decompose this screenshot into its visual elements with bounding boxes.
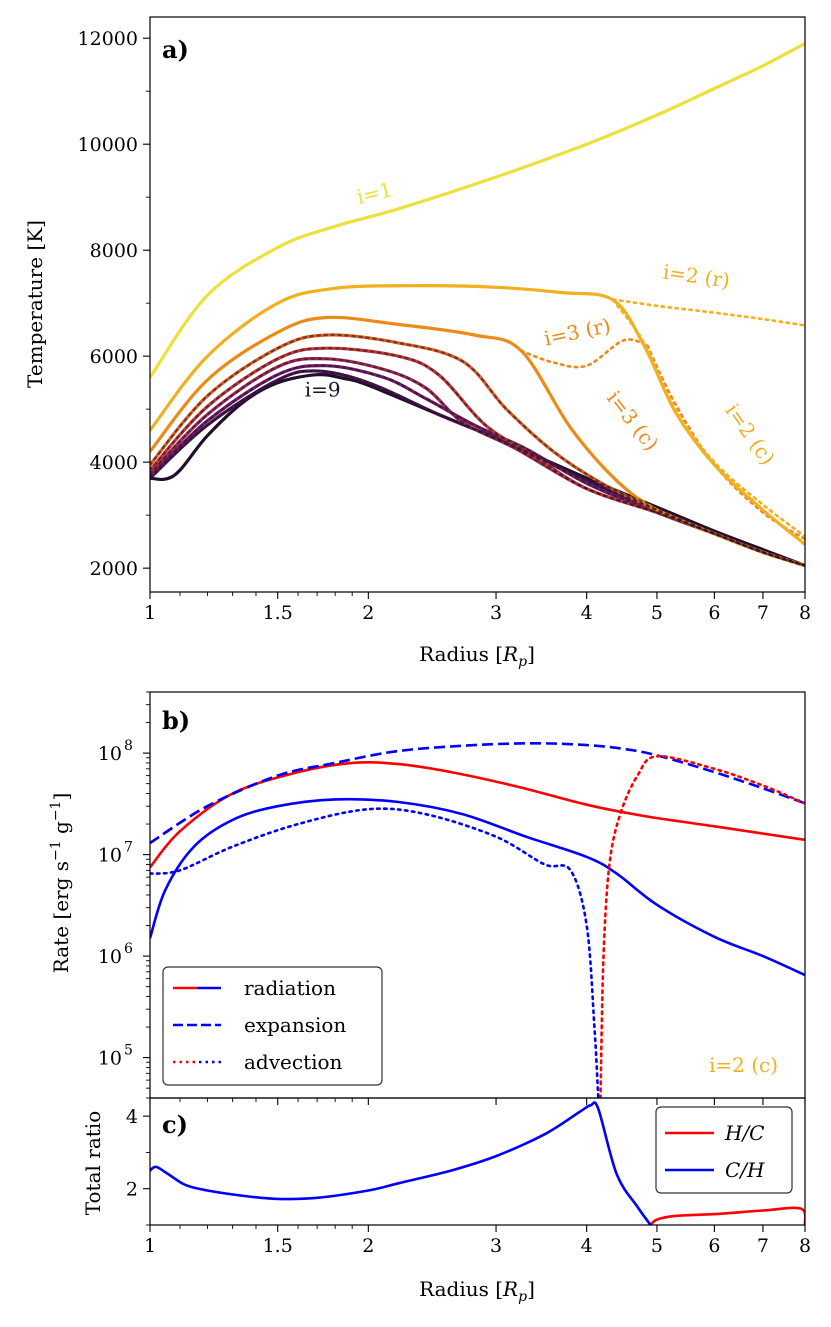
legend-entry-radiation: radiation [173,976,336,1000]
panel-c-series [150,1101,805,1225]
legend-label-expansion: expansion [244,1013,346,1037]
panel-a-dotted-overlay [150,373,805,567]
legend-label-h-over-c: H/C [724,1121,764,1145]
panel-b-series [150,742,805,1098]
y-tick-exponent: 5 [124,1043,133,1059]
panel-a-annotation: i=3 (c) [602,386,663,455]
x-tick-label: 6 [708,602,720,624]
panel-a-annotation: i=1 [354,177,395,209]
x-tick-label: 2 [362,1235,374,1257]
x-tick-label: 7 [757,602,769,624]
x-tick-label: 8 [799,1235,811,1257]
y-tick-label: 4 [126,1106,138,1128]
legend-box-c [655,1106,793,1194]
panel-a-annotation: i=2 (r) [661,260,731,293]
panel-b-label: b) [162,706,190,735]
panel-b-series-radiation-blue [150,797,805,977]
panel-c-xlabel: Radius [Rp] [419,1277,535,1305]
panel-c-legend: H/C C/H [655,1106,793,1194]
x-tick-label: 4 [581,602,593,624]
panel-b-series-advection-blue [150,807,600,1098]
x-tick-label: 4 [581,1235,593,1257]
panel-a-annotation: i=9 [305,377,341,401]
panel-a-annotation: i=2 (c) [721,399,780,469]
y-tick-label: 10000 [78,134,138,156]
panel-a-dotted-overlay [150,333,805,567]
y-tick-label: 10 [98,946,122,968]
panel-c-series-c-h [150,1101,652,1225]
y-tick-label: 10 [98,845,122,867]
y-tick-label: 8000 [90,240,138,262]
y-tick-label: 12000 [78,28,138,50]
panel-b-annotation: i=2 (c) [709,1053,778,1077]
panel-b-legend: radiation expansion advection [162,966,383,1086]
x-tick-label: 5 [651,1235,663,1257]
panel-b-series-expansion-blue [150,742,805,845]
x-tick-label: 3 [490,602,502,624]
x-tick-label: 1 [144,1235,156,1257]
x-tick-label: 3 [490,1235,502,1257]
x-tick-label: 8 [799,602,811,624]
panel-a-xlabel: Radius [Rp] [419,642,535,670]
panel-a-frame [149,16,806,593]
x-tick-label: 2 [362,602,374,624]
y-tick-label: 6000 [90,346,138,368]
y-tick-exponent: 8 [124,738,133,754]
y-tick-label: 2 [126,1179,138,1201]
x-tick-label: 5 [651,602,663,624]
panel-c-ticks: 1 1.5 2 3 4 5 6 7 8 2 4 [126,1106,811,1257]
panel-a-annotation: i=3 (r) [542,313,613,350]
panel-a: 1 1.5 2 3 4 5 6 7 8 2000 4000 6000 8000 10000 12000 i=… [23,16,812,670]
legend-label-advection: advection [244,1050,343,1074]
panel-b-series-advection-red [599,754,805,1098]
panel-b-series-radiation-red [150,760,805,869]
panel-a-annotations: i=1 i=2 (r) i=3 (r) i=3 (c) i=2 (c) i=9 [305,177,780,469]
panel-c-series-h-c [649,1206,805,1225]
x-tick-label: 1 [144,602,156,624]
panel-a-series-i-1 [150,42,805,379]
legend-box [162,966,383,1086]
panel-a-series-i-3-c-dotted [646,344,805,541]
panel-a-series-i-2-r [611,298,805,327]
legend-entry-expansion: expansion [173,1013,346,1037]
panel-a-series-i-9 [150,372,805,567]
x-tick-label: 1.5 [263,602,293,624]
y-tick-exponent: 6 [124,941,133,957]
panel-a-series-i-2-c [150,284,805,546]
x-tick-label: 1.5 [263,1235,293,1257]
y-tick-label: 4000 [90,452,138,474]
y-tick-label: 10 [98,743,122,765]
panel-b-series-expansion-red [150,764,327,845]
y-tick-exponent: 7 [124,840,133,856]
panel-a-label: a) [162,35,189,64]
panel-a-dotted-overlay [150,357,805,567]
panel-a-series-i-3-r [520,338,649,369]
legend-label-c-over-h: C/H [725,1158,765,1182]
panel-c-frame [149,1097,806,1226]
y-tick-label: 10 [98,1048,122,1070]
panel-c-ylabel: Total ratio [81,1111,105,1216]
legend-entry-advection: advection [173,1050,343,1074]
panel-a-ticks: 1 1.5 2 3 4 5 6 7 8 2000 4000 6000 8000 10000 12000 [78,28,812,624]
panel-c-label: c) [162,1110,188,1139]
x-tick-label: 7 [757,1235,769,1257]
x-tick-label: 6 [708,1235,720,1257]
panel-b-ylabel: Rate [erg s−1 g−1] [48,793,73,974]
y-tick-label: 2000 [90,558,138,580]
legend-label-radiation: radiation [244,976,336,1000]
panel-a-ylabel: Temperature [K] [23,220,47,388]
panel-c: 1 1.5 2 3 4 5 6 7 8 2 4 c) Total ratio Radius [Rp]… [81,1097,811,1305]
panel-a-series [150,42,805,568]
